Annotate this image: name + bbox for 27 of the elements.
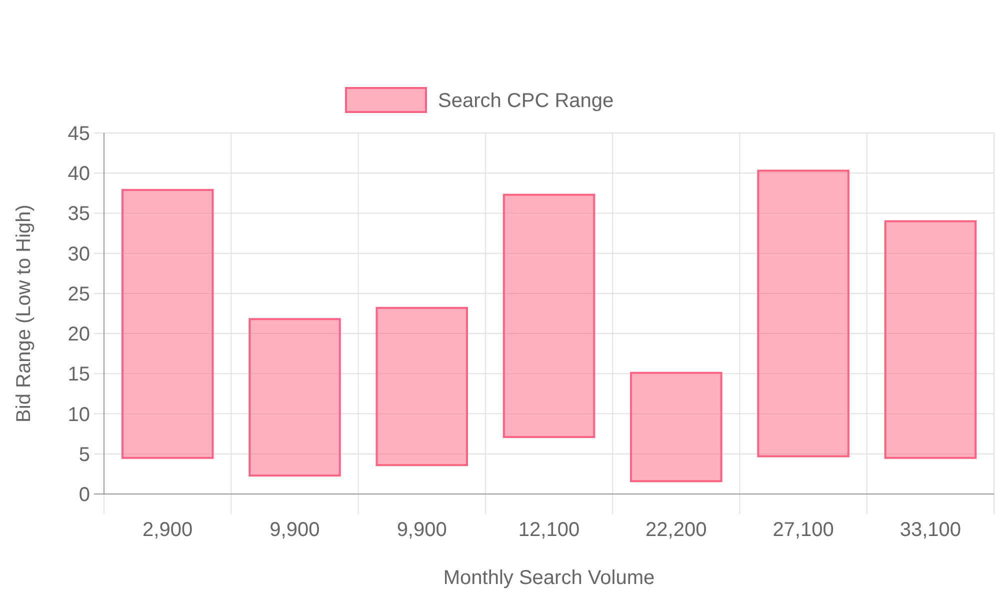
x-tick-label: 2,900 (142, 519, 193, 541)
y-tick-label: 5 (78, 444, 90, 466)
y-tick-label: 30 (68, 243, 90, 266)
bar (502, 194, 596, 438)
y-axis-title: Bid Range (Low to High) (13, 204, 35, 422)
x-tick-label: 33,100 (900, 519, 962, 541)
x-tick-label: 22,200 (646, 519, 707, 541)
y-tick-label: 35 (68, 203, 90, 226)
bar (757, 170, 850, 458)
bar (121, 188, 214, 459)
y-tick-label: 25 (68, 283, 90, 306)
y-tick-label: 40 (68, 163, 90, 186)
y-tick-label: 15 (68, 364, 90, 386)
x-tick-label: 9,900 (396, 519, 447, 541)
legend-label: Search CPC Range (438, 90, 614, 112)
bar (248, 318, 341, 477)
x-tick-label: 27,100 (772, 519, 834, 541)
y-tick-label: 20 (68, 324, 90, 346)
bar (376, 306, 468, 466)
y-tick-label: 45 (68, 123, 90, 145)
bar (630, 372, 722, 482)
y-tick-label: 0 (78, 484, 90, 506)
x-tick-label: 9,900 (270, 519, 320, 541)
bar (884, 220, 977, 459)
x-axis-title: Monthly Search Volume (443, 567, 655, 589)
x-tick-label: 12,100 (518, 519, 580, 541)
y-tick-label: 10 (68, 404, 90, 426)
